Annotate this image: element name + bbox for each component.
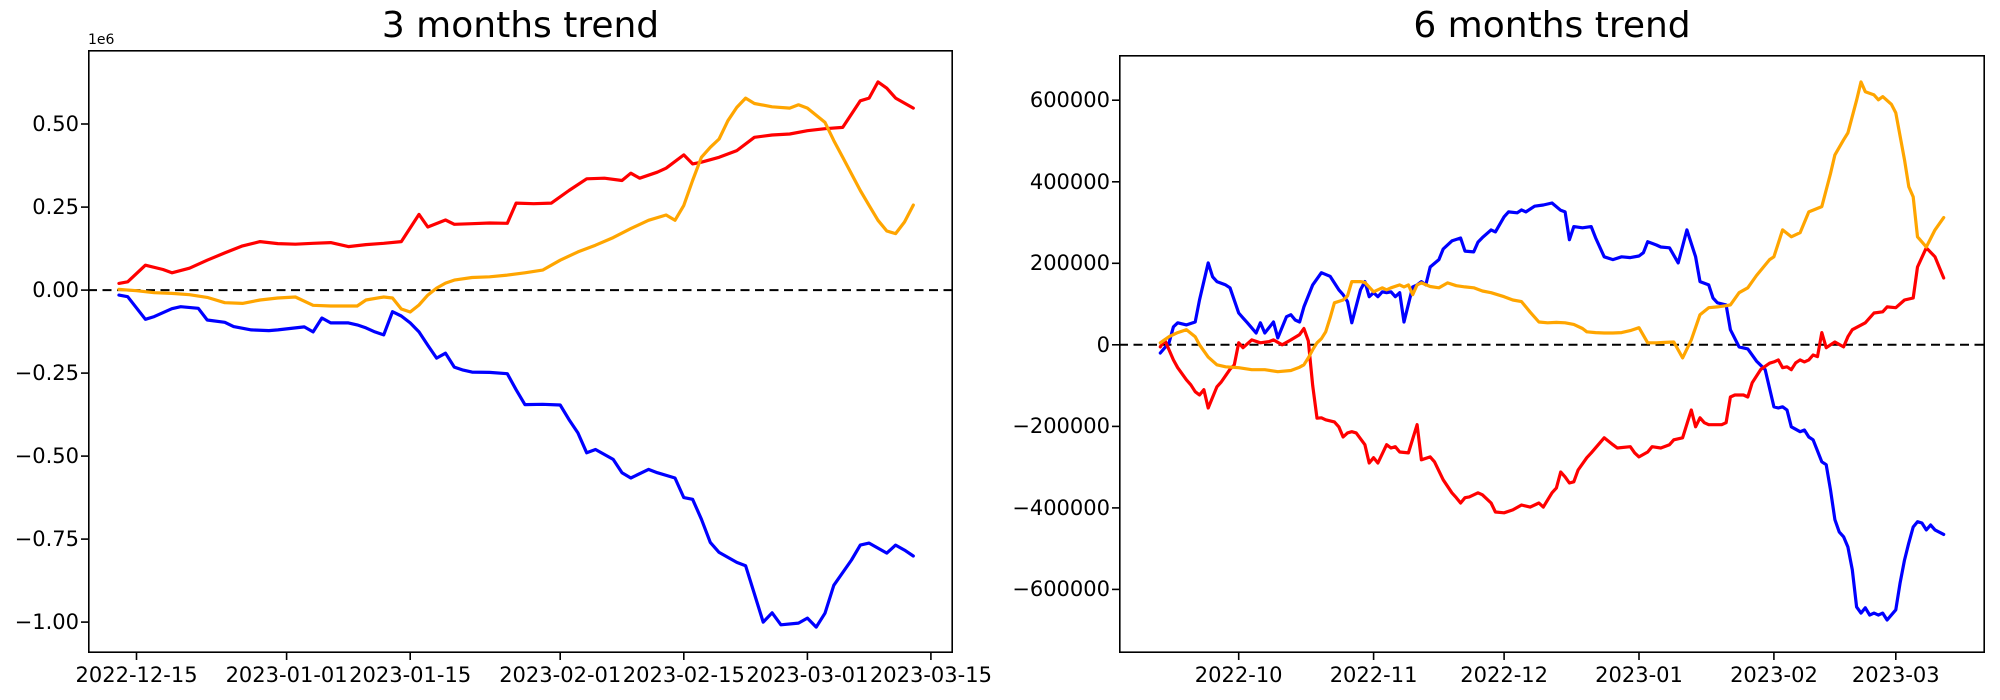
axes-spines bbox=[1119, 55, 1986, 654]
y-tick-label: −0.75 bbox=[14, 527, 79, 552]
y-tick-label: −200000 bbox=[1012, 414, 1110, 439]
orange-line bbox=[1158, 80, 1946, 374]
x-tick-label: 2022-12 bbox=[1460, 663, 1548, 687]
y-tick-label: 0.50 bbox=[32, 112, 79, 137]
y-tick-label: 200000 bbox=[1029, 251, 1110, 276]
y-tick-label: 400000 bbox=[1029, 169, 1110, 194]
blue-line bbox=[1158, 201, 1946, 622]
y-tick-label: −0.50 bbox=[14, 444, 79, 469]
x-tick-label: 2023-03-15 bbox=[869, 663, 992, 687]
plot-area bbox=[81, 50, 954, 660]
x-tick-label: 2023-02-15 bbox=[622, 663, 745, 687]
y-tick-label: 0.00 bbox=[32, 278, 79, 303]
y-tick-label: 0.25 bbox=[32, 195, 79, 220]
x-tick-label: 2023-03 bbox=[1851, 663, 1940, 687]
x-tick-label: 2023-01-01 bbox=[225, 663, 348, 687]
y-tick-label: 0 bbox=[1096, 332, 1110, 357]
red-line bbox=[1158, 246, 1946, 515]
y-tick-label: −1.00 bbox=[14, 610, 79, 635]
y-tick-label: −0.25 bbox=[14, 361, 79, 386]
x-tick-label: 2022-12-15 bbox=[75, 663, 198, 687]
y-axis-offset-label: 1e6 bbox=[88, 32, 115, 48]
x-tick-label: 2023-02 bbox=[1730, 663, 1818, 687]
axes-spines bbox=[88, 50, 954, 654]
x-tick-label: 2023-01 bbox=[1595, 663, 1683, 687]
y-tick-label: −400000 bbox=[1012, 495, 1110, 520]
chart-title: 6 months trend bbox=[1413, 5, 1691, 46]
x-tick-label: 2023-03-01 bbox=[746, 663, 869, 687]
x-tick-label: 2023-02-01 bbox=[499, 663, 622, 687]
y-tick-label: −600000 bbox=[1012, 577, 1110, 602]
red-line bbox=[117, 80, 915, 285]
chart-title: 3 months trend bbox=[381, 5, 660, 46]
x-tick-label: 2023-01-15 bbox=[349, 663, 472, 687]
y-tick-label: 600000 bbox=[1029, 88, 1110, 113]
x-tick-label: 2022-11 bbox=[1329, 663, 1418, 687]
blue-line bbox=[117, 293, 915, 629]
x-tick-label: 2022-10 bbox=[1194, 663, 1283, 687]
orange-line bbox=[117, 96, 915, 314]
plot-area bbox=[1112, 55, 1986, 660]
